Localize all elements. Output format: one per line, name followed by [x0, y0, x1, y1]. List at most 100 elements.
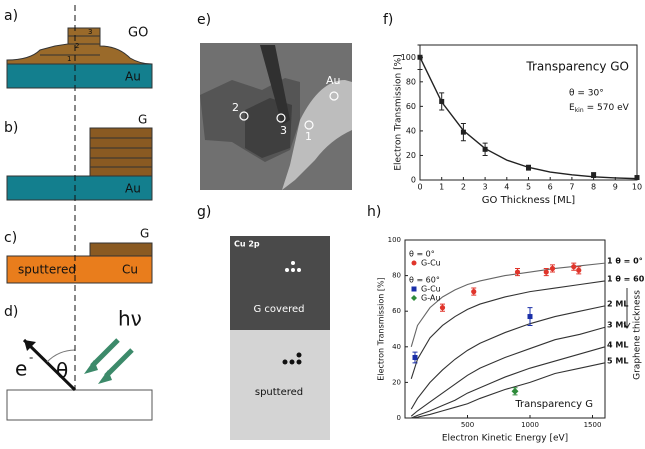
curve-label: 2 ML — [607, 299, 628, 308]
x-tick-label: 7 — [569, 183, 574, 192]
legend-label: G-Au — [421, 294, 440, 303]
spot-dots — [285, 261, 301, 272]
marker — [460, 129, 466, 135]
y-axis-label: Electron Transmission [%] — [394, 54, 404, 170]
photon-heads — [84, 360, 112, 384]
sample — [6, 389, 153, 421]
legend-title: θ = 60° — [409, 276, 440, 285]
edge-label: Cu 2p — [234, 240, 260, 249]
photon-label: hν — [118, 307, 142, 331]
x-tick-label: 6 — [548, 183, 553, 192]
marker — [591, 172, 597, 178]
au-label: Au — [125, 182, 141, 196]
arrow-head — [24, 340, 36, 351]
legend-label: G-Cu — [421, 259, 441, 268]
curve-label: 3 ML — [607, 321, 628, 330]
annotation-part: = 570 eV — [587, 103, 630, 113]
wrinkle — [260, 45, 290, 125]
curve — [411, 362, 606, 419]
curve — [411, 346, 606, 419]
x-tick-label: 500 — [461, 421, 474, 429]
spot-dots — [282, 352, 302, 365]
x-tick-label: 5 — [526, 183, 531, 192]
charge-label: - — [29, 351, 33, 365]
y-tick-label: 40 — [392, 343, 401, 351]
x-tick-label: 10 — [632, 183, 642, 192]
panel-label: d) — [4, 304, 18, 320]
spot-label: 1 — [305, 130, 312, 143]
curve — [410, 262, 606, 347]
g-label: G — [140, 227, 149, 241]
g-label: G — [138, 113, 147, 127]
marker — [511, 387, 519, 395]
sputtered-label: sputtered — [255, 387, 303, 398]
au-region — [282, 80, 352, 190]
x-tick-label: 9 — [613, 183, 618, 192]
panel-label: g) — [197, 204, 211, 220]
x-tick-label: 2 — [461, 183, 466, 192]
legend-label: G-Cu — [421, 285, 441, 294]
marker — [549, 265, 556, 272]
panel-label: h) — [367, 204, 381, 220]
x-tick-label: 1500 — [584, 421, 602, 429]
panel-label: a) — [4, 8, 18, 24]
y-tick-label: 20 — [392, 378, 401, 386]
graphene-stack — [89, 127, 153, 177]
annotation-part: E — [569, 103, 575, 113]
curve-label: 5 ML — [607, 356, 628, 365]
y-tick-label: 100 — [401, 53, 416, 62]
au-label: Au — [326, 74, 341, 87]
legend-marker — [411, 286, 417, 292]
covered-label: G covered — [253, 304, 304, 315]
legend-title: θ = 0° — [409, 250, 435, 259]
angle-label: θ — [56, 359, 68, 383]
graphene — [89, 242, 153, 257]
y-tick-label: 100 — [388, 236, 401, 244]
layer-lines — [90, 137, 152, 168]
x-tick-label: 3 — [483, 183, 488, 192]
y-tick-label: 60 — [406, 102, 416, 111]
x-tick-label: 0 — [417, 183, 422, 192]
marker — [412, 354, 418, 360]
electron-label: e — [15, 357, 27, 381]
panel-label: c) — [4, 230, 17, 246]
curve-label: 1 θ = 60° — [607, 274, 645, 283]
curve-label: 4 ML — [607, 340, 628, 349]
marker — [576, 267, 582, 273]
marker — [439, 305, 446, 311]
y-tick-label: 80 — [392, 272, 401, 280]
gold-substrate — [6, 63, 153, 89]
y-tick-label: 0 — [397, 414, 401, 422]
gold-substrate — [6, 175, 153, 201]
marker — [471, 289, 477, 295]
x-axis-label: GO Thickness [ML] — [482, 195, 576, 206]
curve — [410, 305, 606, 410]
electron-path — [22, 338, 77, 392]
go-label: GO — [128, 26, 148, 41]
x-tick-label: 4 — [504, 183, 509, 192]
panel-label: e) — [197, 12, 211, 28]
chart-title: Transparency G — [514, 399, 593, 410]
marker — [514, 269, 521, 275]
annotation: θ = 30° — [569, 89, 604, 99]
angle-arc — [46, 349, 76, 363]
marker — [527, 314, 533, 320]
y-tick-label: 20 — [406, 151, 416, 160]
x-tick-label: 1 — [439, 183, 444, 192]
spots — [239, 91, 339, 130]
layer-label: 2 — [75, 42, 79, 50]
marker — [634, 175, 640, 181]
x-tick-label: 1000 — [521, 421, 539, 429]
y-tick-label: 0 — [411, 176, 416, 185]
au-label: Au — [125, 70, 141, 84]
thickness-arrow — [623, 288, 631, 329]
y-tick-label: 60 — [392, 307, 401, 315]
copper-substrate — [6, 255, 153, 284]
curve — [410, 326, 606, 417]
cu-label: Cu — [122, 263, 138, 277]
photon-arrows — [90, 338, 134, 378]
covered-area — [230, 236, 330, 330]
curve — [410, 280, 606, 380]
panel-label: b) — [4, 120, 18, 136]
spot-label: 2 — [232, 101, 239, 114]
